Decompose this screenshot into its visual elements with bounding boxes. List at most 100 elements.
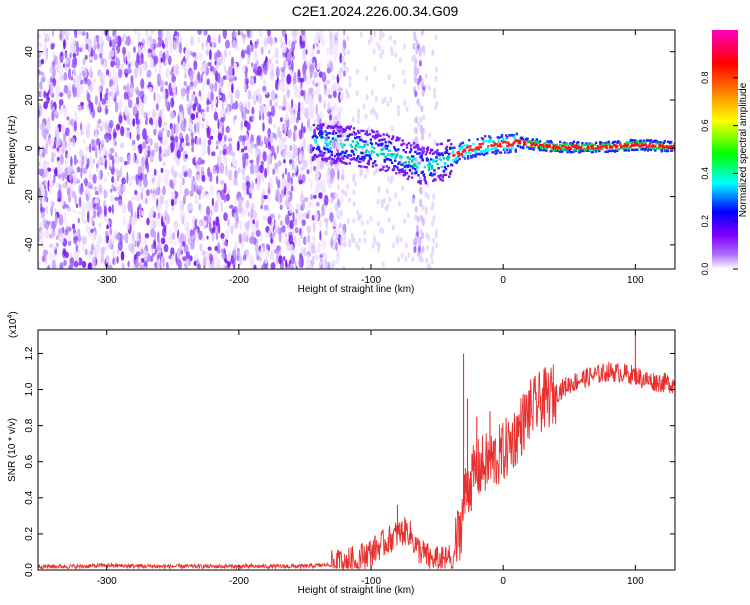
spectrogram-cell <box>340 191 346 196</box>
spectrogram-cell <box>130 39 135 45</box>
spectrogram-ridge-cell <box>509 148 512 152</box>
spectrogram-ridge-cell <box>370 129 374 132</box>
spectrogram-cell <box>249 236 255 245</box>
spectrogram-ridge-cell <box>594 150 598 153</box>
spectrogram-cell <box>304 93 309 105</box>
spectrogram-cell <box>327 101 331 112</box>
spectrogram-ridge-cell <box>436 163 439 166</box>
spectrogram-ridge-cell <box>478 153 481 156</box>
spectrogram-ridge-cell <box>631 141 635 144</box>
spectrogram-cell <box>112 30 117 36</box>
spectrogram-cell <box>162 89 166 101</box>
spectrogram-cell <box>77 210 82 215</box>
spectrogram-cell <box>170 191 176 200</box>
spectrogram-cell <box>302 63 307 76</box>
spectrogram-cell <box>181 117 187 128</box>
spectrogram-cell <box>209 135 214 140</box>
spectrogram-cell <box>125 72 128 78</box>
spectrogram-ridge-cell <box>488 140 491 144</box>
y-tick-label: 0.8 <box>24 418 35 432</box>
spectrogram-ridge-cell <box>334 132 338 135</box>
spectrogram-cell <box>264 167 268 179</box>
spectrogram-cell <box>307 117 310 129</box>
spectrogram-cell <box>379 227 383 234</box>
spectrogram-ridge-cell <box>624 142 627 146</box>
spectrogram-cell <box>141 170 145 182</box>
spectrogram-cell <box>94 190 99 196</box>
spectrogram-cell <box>391 242 395 249</box>
spectrogram-cell <box>218 34 221 44</box>
spectrogram-cell <box>359 171 363 178</box>
spectrogram-cell <box>124 125 127 137</box>
spectrogram-ridge-cell <box>533 146 536 149</box>
spectrogram-cell <box>330 168 335 179</box>
spectrogram-cell <box>155 85 159 90</box>
snr-x-axis-label: Height of straight line (km) <box>298 585 415 596</box>
spectrogram-cell <box>116 176 120 182</box>
spectrogram-ridge-cell <box>432 160 435 163</box>
spectrogram-cell <box>154 65 158 74</box>
spectrogram-cell <box>336 141 340 148</box>
spectrogram-cell <box>266 60 270 70</box>
snr-panel: -300 -200 -100 0 100 0.00.20.40.60.81.01.2 H… <box>7 311 676 596</box>
spectrogram-cell <box>179 186 182 196</box>
spectrogram-cell <box>87 262 93 269</box>
spectrogram-ridge-cell <box>634 141 637 145</box>
spectrogram-ridge-cell <box>408 169 412 172</box>
spectrogram-ridge-cell <box>501 139 505 142</box>
spectrogram-cell <box>61 226 65 234</box>
spectrogram-cell <box>279 204 283 211</box>
spectrogram-ridge-cell <box>570 151 573 154</box>
spectrogram-cell <box>153 194 157 202</box>
spectrogram-cell <box>135 194 140 201</box>
spectrogram-ridge-cell <box>479 146 483 149</box>
spectrogram-cell <box>83 154 87 166</box>
spectrogram-ridge-cell <box>417 146 420 149</box>
spectrogram-cell <box>217 132 223 142</box>
spectrogram-ridge-cell <box>401 139 404 142</box>
spectrogram-ridge-cell <box>607 140 610 144</box>
spectrogram-cell <box>111 204 114 215</box>
spectrogram-cell <box>381 48 385 55</box>
spectrogram-ridge-cell <box>420 156 423 159</box>
spectrogram-cell <box>381 32 385 39</box>
spectrogram-ridge-cell <box>440 142 443 146</box>
spectrogram-ridge-cell <box>576 147 580 150</box>
spectrogram-cell <box>101 98 107 105</box>
spectrogram-cell <box>194 155 197 164</box>
spectrogram-ridge-cell <box>450 169 453 173</box>
spectrogram-cell <box>97 222 103 228</box>
spectrogram-cell <box>38 181 42 187</box>
spectrogram-cell <box>267 154 272 165</box>
spectrogram-ridge-cell <box>399 170 402 173</box>
spectrogram-ridge-cell <box>481 142 485 145</box>
spectrogram-ridge-cell <box>462 154 466 157</box>
spectrogram-cell <box>98 100 101 112</box>
spectrogram-x-axis-label: Height of straight line (km) <box>298 284 415 295</box>
spectrogram-ridge-cell <box>358 164 361 168</box>
spectrogram-cell <box>123 53 126 65</box>
spectrogram-cell <box>268 49 271 54</box>
spectrogram-ridge-cell <box>388 149 392 152</box>
spectrogram-ridge-cell <box>428 162 432 166</box>
spectrogram-cell <box>365 75 369 82</box>
spectrogram-ridge-cell <box>436 143 439 146</box>
spectrogram-cell <box>155 103 159 111</box>
spectrogram-ridge-cell <box>520 136 524 139</box>
spectrogram-cell <box>346 183 350 190</box>
spectrogram-ridge-cell <box>572 150 576 153</box>
spectrogram-cell <box>355 90 359 97</box>
spectrogram-cell <box>129 87 135 95</box>
spectrogram-cell <box>221 253 226 259</box>
spectrogram-cell <box>149 208 154 219</box>
spectrogram-ridge-cell <box>554 147 558 150</box>
spectrogram-cell <box>156 73 161 82</box>
spectrogram-cell <box>84 54 88 60</box>
spectrogram-cell <box>143 45 146 53</box>
spectrogram-cell <box>165 135 168 145</box>
spectrogram-ridge-cell <box>473 149 476 153</box>
spectrogram-cell <box>38 103 42 109</box>
spectrogram-cell <box>49 66 54 74</box>
spectrogram-ridge-cell <box>312 123 315 127</box>
spectrogram-cell <box>65 127 70 137</box>
